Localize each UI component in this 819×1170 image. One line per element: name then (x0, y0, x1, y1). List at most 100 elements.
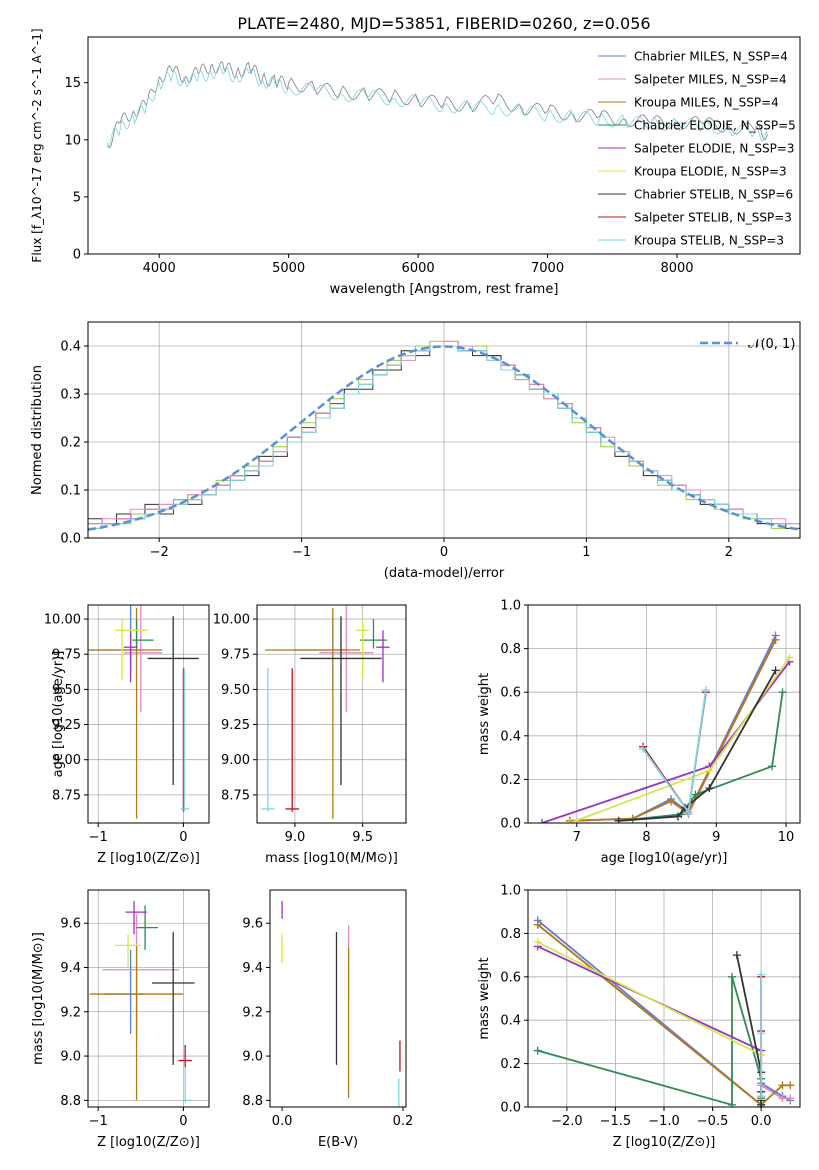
panel-age_vs_Z: −1 0 8.75 9.00 9.25 9.50 9.75 10.00 Z [log10(Z/Z… (44, 604, 210, 866)
y-tick-label: 9.2 (242, 1005, 263, 1020)
y-tick-label: 9.2 (60, 1005, 81, 1020)
y-tick-label: 0.6 (500, 686, 521, 701)
legend-label: Kroupa MILES, N_SSP=4 (634, 96, 779, 110)
y-tick-label: 9.75 (221, 648, 250, 663)
spectrum-line (107, 61, 769, 149)
y-axis-label: mass weight (477, 957, 492, 1039)
mass-weight-line (569, 635, 777, 822)
point-marker (533, 1046, 542, 1055)
legend-label: Chabrier ELODIE, N_SSP=5 (634, 119, 796, 133)
errorbar (319, 605, 374, 712)
y-tick-label: 9.00 (52, 753, 81, 768)
figure-title: PLATE=2480, MJD=53851, FIBERID=0260, z=0… (237, 14, 650, 33)
errorbar (125, 901, 147, 935)
legend-entry: Salpeter ELODIE, N_SSP=3 (598, 142, 795, 156)
errorbar (132, 619, 154, 649)
y-tick-label: 0.4 (500, 1014, 521, 1029)
point-marker (705, 766, 714, 775)
mass-weight-line (618, 692, 784, 822)
point-marker (757, 1029, 766, 1038)
x-axis-label: Z [log10(Z/Z⊙)] (97, 851, 200, 866)
plot-area (88, 340, 800, 531)
point-marker (785, 653, 794, 662)
x-tick-label: 9 (712, 830, 720, 845)
y-tick-label: 9.0 (242, 1050, 263, 1065)
x-tick-label: 0 (179, 1114, 187, 1129)
y-axis-label: Flux [f_λ10^-17 erg cm^-2 s^-1 A^-1] (30, 28, 44, 262)
y-tick-label: 8.75 (52, 788, 81, 803)
legend-entry: Kroupa STELIB, N_SSP=3 (598, 234, 784, 248)
legend-label: Chabrier STELIB, N_SSP=6 (634, 188, 793, 202)
y-tick-label: 0.0 (60, 532, 81, 547)
point-marker (757, 1092, 766, 1101)
x-tick-label: 8000 (660, 261, 693, 276)
x-tick-label: 9.5 (352, 830, 373, 845)
y-tick-label: 0.4 (60, 340, 81, 355)
y-tick-label: 0.6 (500, 970, 521, 985)
x-axis-label: Z [log10(Z/Z⊙)] (613, 1135, 716, 1150)
y-tick-label: 15 (64, 76, 81, 91)
y-tick-label: 9.25 (52, 718, 81, 733)
x-tick-label: 0.2 (393, 1114, 414, 1129)
x-tick-label: −2.0 (551, 1114, 583, 1129)
axes-frame (269, 889, 407, 1108)
x-tick-label: −1 (89, 1114, 108, 1129)
legend-label: Chabrier MILES, N_SSP=4 (634, 50, 788, 64)
y-tick-label: 0.8 (500, 927, 521, 942)
errorbar (115, 934, 141, 968)
legend-label: Salpeter STELIB, N_SSP=3 (634, 211, 792, 225)
errorbar (89, 607, 163, 819)
point-marker (705, 784, 714, 793)
point-marker (778, 1094, 787, 1103)
y-tick-label: 9.25 (221, 718, 250, 733)
x-tick-label: 0.0 (272, 1114, 293, 1129)
point-marker (691, 790, 700, 799)
axes-frame (87, 36, 801, 255)
errorbar (292, 614, 347, 693)
mass-weight-line (569, 639, 777, 822)
point-marker (778, 688, 787, 697)
x-tick-label: −0.5 (697, 1114, 729, 1129)
y-tick-label: 9.50 (52, 683, 81, 698)
legend-entry: Kroupa MILES, N_SSP=4 (598, 96, 779, 110)
x-axis-label: wavelength [Angstrom, rest frame] (330, 282, 559, 297)
errorbar (376, 630, 390, 683)
gaussian-reference-curve (88, 345, 800, 531)
legend-label: 𝒩(0, 1) (748, 337, 795, 352)
x-tick-label: 0 (440, 545, 448, 560)
errorbar (355, 619, 370, 680)
axes-frame (87, 604, 210, 824)
point-marker (666, 797, 675, 806)
x-tick-label: −1 (292, 545, 311, 560)
y-tick-label: 10.00 (44, 613, 81, 628)
y-tick-label: 9.4 (242, 961, 263, 976)
errorbar (115, 619, 148, 680)
panel-residuals: −2 −1 0 1 2 0.0 0.1 0.2 0.3 0.4 (data-model)/error… (30, 321, 801, 581)
point-marker (757, 970, 766, 979)
x-tick-label: 5000 (272, 261, 305, 276)
point-marker (533, 920, 542, 929)
legend-label: Salpeter ELODIE, N_SSP=3 (634, 142, 795, 156)
y-tick-label: 9.75 (52, 648, 81, 663)
errorbar (123, 605, 163, 712)
y-tick-label: 9.0 (60, 1050, 81, 1065)
y-tick-label: 0.3 (60, 388, 81, 403)
x-tick-label: −2 (150, 545, 169, 560)
legend-entry: Chabrier STELIB, N_SSP=6 (598, 188, 793, 202)
point-marker (771, 635, 780, 644)
errorbar (261, 668, 275, 812)
errorbar (265, 607, 360, 819)
x-tick-label: −1 (89, 830, 108, 845)
y-tick-label: 0.0 (500, 1101, 521, 1116)
legend-entry: Chabrier ELODIE, N_SSP=5 (598, 119, 796, 133)
legend-entry: Salpeter STELIB, N_SSP=3 (598, 211, 792, 225)
x-tick-label: 10 (778, 830, 795, 845)
y-tick-label: 1.0 (500, 884, 521, 899)
x-tick-label: −1.5 (600, 1114, 632, 1129)
panel-mass_vs_EBV: 0.0 0.2 8.8 9.0 9.2 9.4 9.6 E(B-V) (242, 889, 414, 1150)
y-tick-label: 9.00 (221, 753, 250, 768)
plot-area (261, 605, 390, 819)
y-tick-label: 5 (73, 190, 81, 205)
point-marker (757, 1103, 766, 1107)
y-tick-label: 9.6 (60, 917, 81, 932)
